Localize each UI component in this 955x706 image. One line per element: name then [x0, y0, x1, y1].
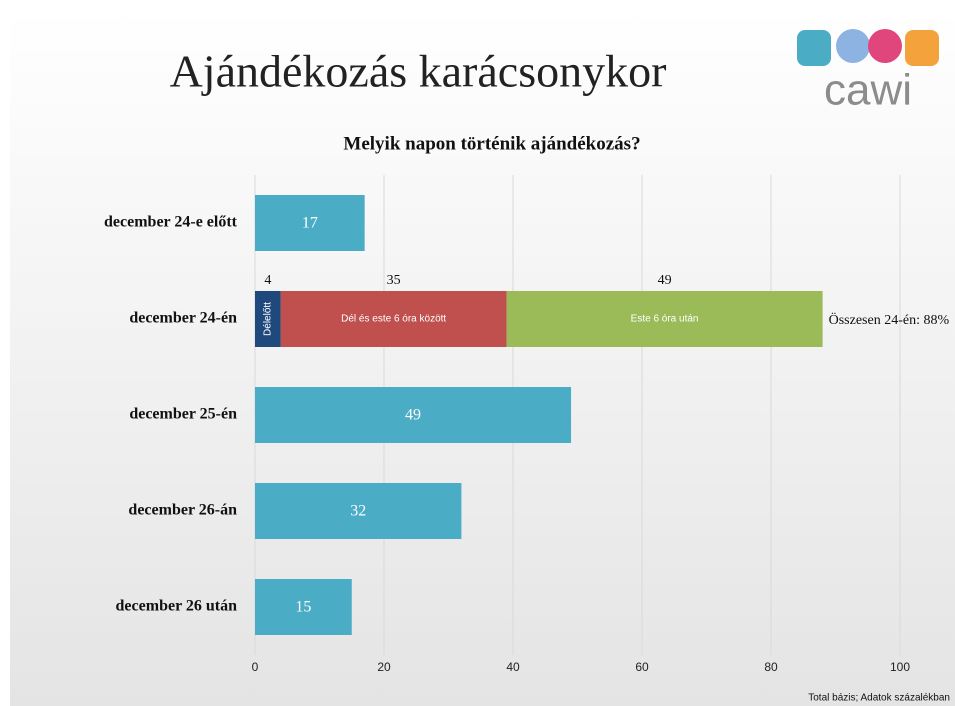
logo-text: cawi: [824, 66, 912, 115]
bar: [255, 195, 365, 251]
bar: [255, 291, 281, 347]
bar: [255, 387, 572, 443]
annotation: Összesen 24-én: 88%: [829, 311, 950, 328]
segment-name: Este 6 óra után: [631, 314, 699, 325]
logo: cawi: [797, 29, 939, 115]
data-label: 49: [658, 273, 672, 288]
x-tick-label: 20: [377, 660, 391, 674]
bar: [280, 291, 507, 347]
bar: [255, 483, 462, 539]
data-label: 35: [387, 273, 401, 288]
y-tick-label: december 26-án: [128, 502, 237, 519]
chart-title: Melyik napon történik ajándékozás?: [343, 133, 640, 154]
data-label: 49: [405, 407, 421, 424]
data-label: 15: [295, 599, 311, 616]
data-label: 32: [350, 503, 366, 520]
footer: Total bázis; Adatok százalékban: [808, 693, 950, 704]
segment-name: Délelőtt: [263, 302, 274, 336]
x-tick-label: 100: [890, 660, 910, 674]
segment-name: Dél és este 6 óra között: [341, 314, 446, 325]
data-label: 17: [302, 215, 318, 232]
y-tick-label: december 24-én: [129, 310, 237, 327]
y-tick-label: december 25-én: [129, 406, 237, 423]
x-tick-label: 40: [506, 660, 520, 674]
x-tick-label: 0: [252, 660, 259, 674]
x-tick-label: 60: [635, 660, 649, 674]
y-tick-label: december 26 után: [116, 598, 238, 615]
data-label: 4: [264, 273, 271, 288]
slide-title: Ajándékozás karácsonykor: [170, 46, 667, 97]
y-tick-label: december 24-e előtt: [104, 214, 238, 231]
slide-background: [10, 10, 955, 706]
bar: [506, 291, 823, 347]
bar: [255, 579, 352, 635]
x-tick-label: 80: [764, 660, 778, 674]
